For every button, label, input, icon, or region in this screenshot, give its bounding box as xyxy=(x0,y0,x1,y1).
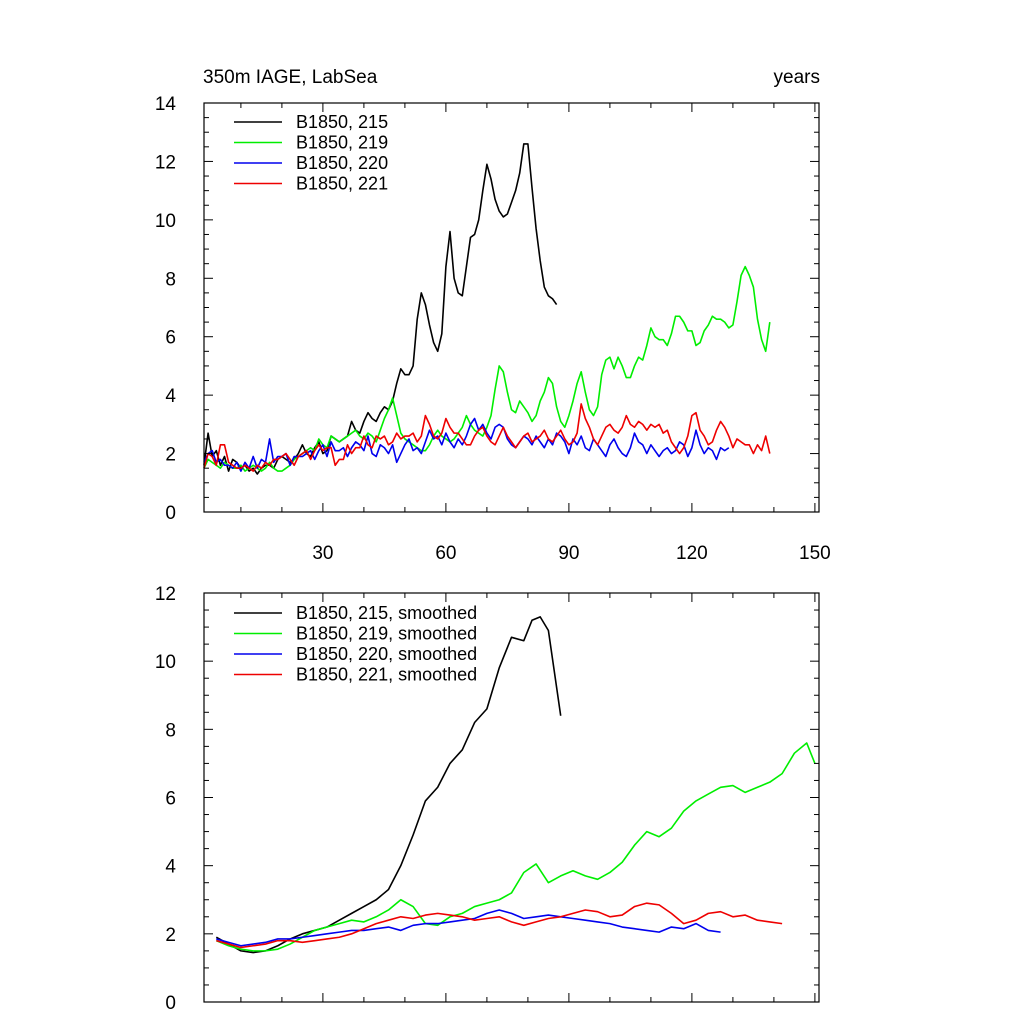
legend-label: B1850, 219 xyxy=(296,133,388,153)
y-tick-label: 14 xyxy=(155,94,177,115)
y-tick-label: 4 xyxy=(165,386,176,407)
legend-label: B1850, 219, smoothed xyxy=(296,624,477,644)
bottom-plot-frame xyxy=(203,592,820,1003)
legend-label: B1850, 221, smoothed xyxy=(296,665,477,685)
legend-label: B1850, 220, smoothed xyxy=(296,644,477,664)
legend-label: B1850, 220 xyxy=(296,153,388,173)
series-line-b1850-221-smoothed xyxy=(216,902,783,949)
y-tick-label: 2 xyxy=(165,445,176,466)
y-tick-label: 6 xyxy=(165,328,176,349)
units-label: years xyxy=(774,67,820,88)
top-series-layer xyxy=(203,143,771,475)
y-tick-label: 6 xyxy=(165,789,176,810)
series-line-b1850-219-smoothed xyxy=(215,742,816,952)
series-line-b1850-215-smoothed xyxy=(215,616,562,954)
legend-label: B1850, 215 xyxy=(296,112,388,132)
y-tick-label: 10 xyxy=(155,211,176,232)
x-tick-label: 60 xyxy=(435,543,456,564)
y-tick-label: 10 xyxy=(155,652,176,673)
x-tick-label: 120 xyxy=(676,543,708,564)
chart-title: 350m IAGE, LabSea xyxy=(203,67,378,88)
y-tick-label: 8 xyxy=(165,269,176,290)
bottom-series-layer xyxy=(215,616,816,954)
y-tick-label: 4 xyxy=(165,857,176,878)
y-tick-label: 12 xyxy=(155,152,176,173)
x-tick-label: 30 xyxy=(312,543,333,564)
legend-label: B1850, 215, smoothed xyxy=(296,603,477,623)
top-plot-frame xyxy=(203,102,820,513)
top-x-tick-labels: 30 60 90 120 150 xyxy=(312,543,830,564)
y-tick-label: 8 xyxy=(165,720,176,741)
bottom-y-tick-labels: 0 2 4 6 8 10 12 xyxy=(155,584,177,1014)
y-tick-label: 0 xyxy=(165,503,176,524)
series-line-b1850-219 xyxy=(203,265,771,472)
top-panel: 350m IAGE, LabSea years 0 2 4 6 8 10 12 14 30 60… xyxy=(155,67,831,564)
x-tick-label: 90 xyxy=(558,543,579,564)
x-tick-label: 150 xyxy=(799,543,831,564)
y-tick-label: 12 xyxy=(155,584,176,605)
y-tick-label: 2 xyxy=(165,925,176,946)
series-line-b1850-221 xyxy=(203,403,771,472)
top-y-tick-labels: 0 2 4 6 8 10 12 14 xyxy=(155,94,177,524)
y-tick-label: 0 xyxy=(165,993,176,1014)
legend-label: B1850, 221 xyxy=(296,174,388,194)
series-line-b1850-220-smoothed xyxy=(216,909,721,947)
